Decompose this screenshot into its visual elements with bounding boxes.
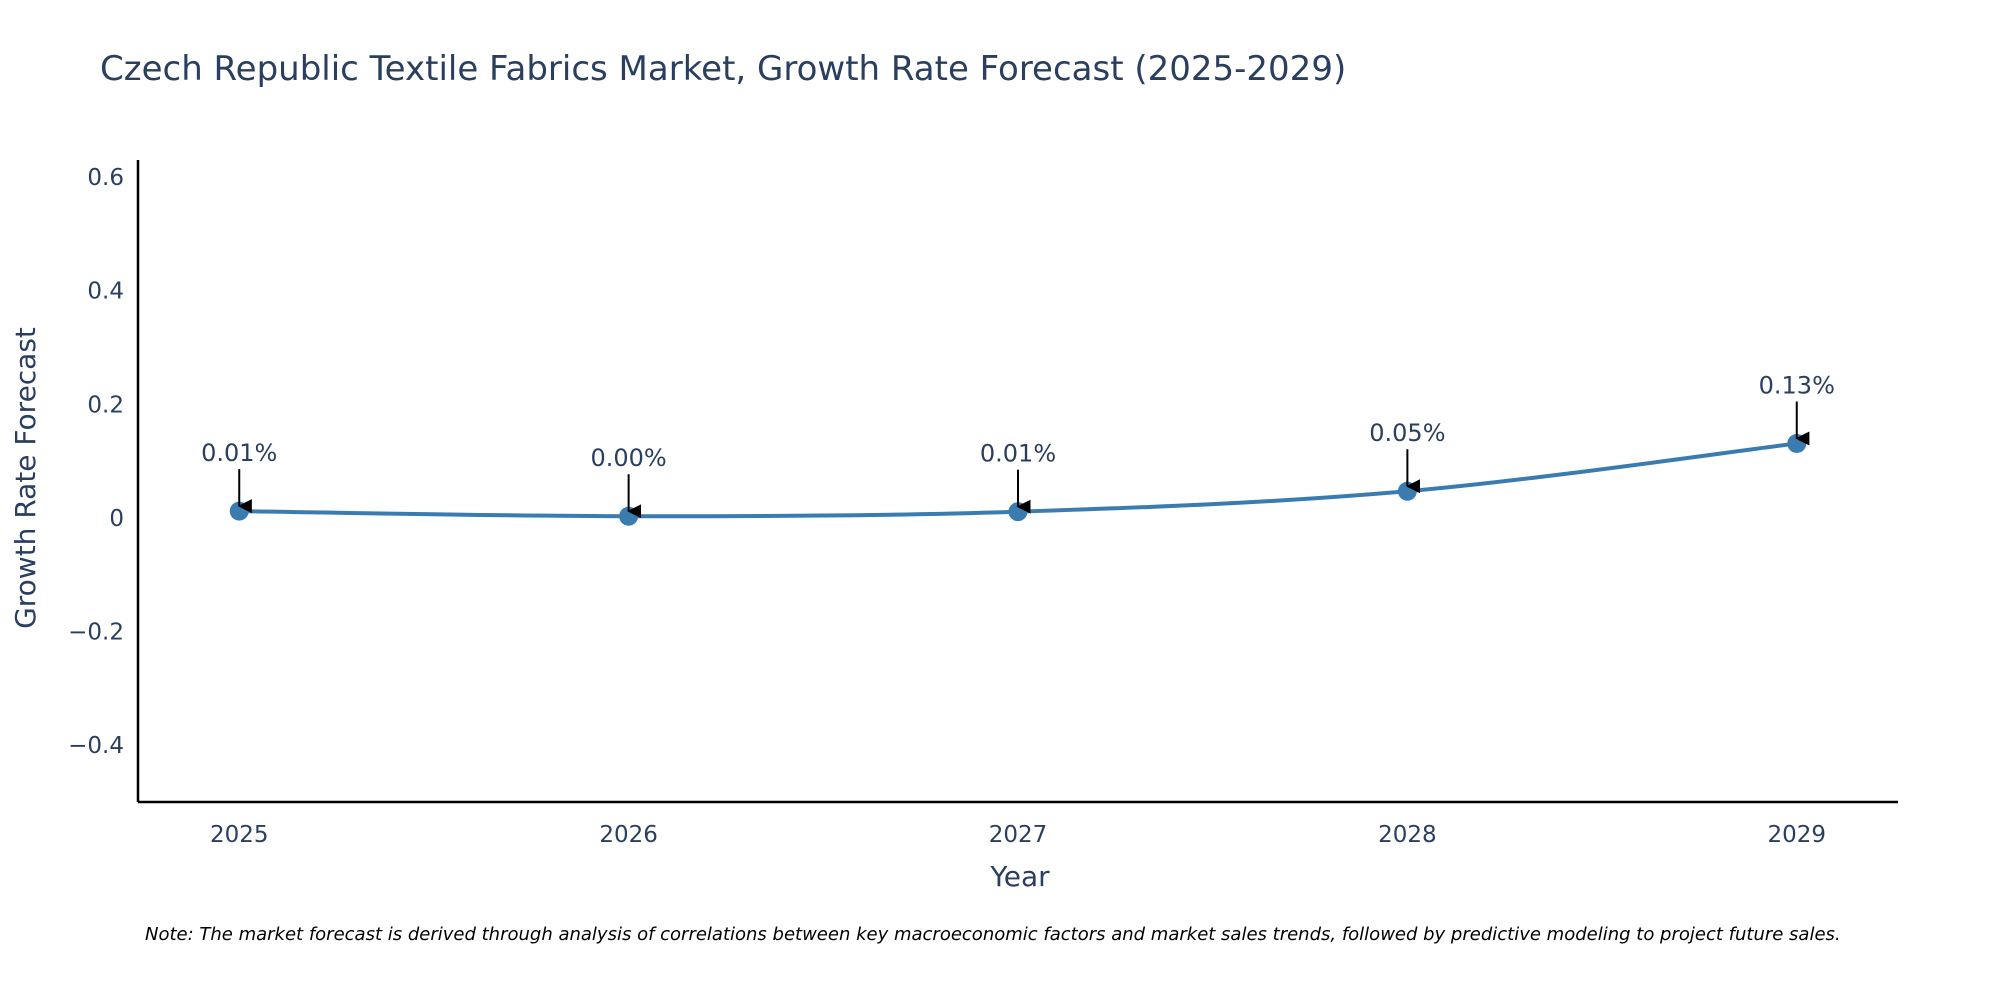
y-tick-label: −0.4 [68,733,124,759]
data-label: 0.01% [980,440,1056,468]
x-tick-label: 2025 [210,822,269,848]
y-tick-label: −0.2 [68,620,124,646]
x-tick-label: 2026 [599,822,658,848]
x-tick-label: 2028 [1378,822,1437,848]
y-tick-label: 0 [109,506,124,532]
y-axis: −0.4 −0.2 0 0.2 0.4 0.6 [68,160,140,802]
x-axis-title: Year [989,860,1050,893]
data-label: 0.01% [201,439,277,467]
y-tick-label: 0.4 [87,279,124,305]
footnote: Note: The market forecast is derived thr… [145,924,1841,945]
chart-title: Czech Republic Textile Fabrics Market, G… [100,49,1346,89]
data-label: 0.05% [1369,419,1445,447]
data-label: 0.13% [1759,372,1835,400]
data-label: 0.00% [590,444,666,472]
x-tick-label: 2027 [989,822,1048,848]
x-tick-label: 2029 [1767,822,1826,848]
y-axis-title: Growth Rate Forecast [9,327,42,629]
y-tick-label: 0.6 [87,165,124,191]
x-axis: 2025 2026 2027 2028 2029 [138,800,1898,848]
y-tick-label: 0.2 [87,392,124,418]
data-labels: 0.01% 0.00% 0.01% 0.05% 0.13% [201,372,1835,519]
